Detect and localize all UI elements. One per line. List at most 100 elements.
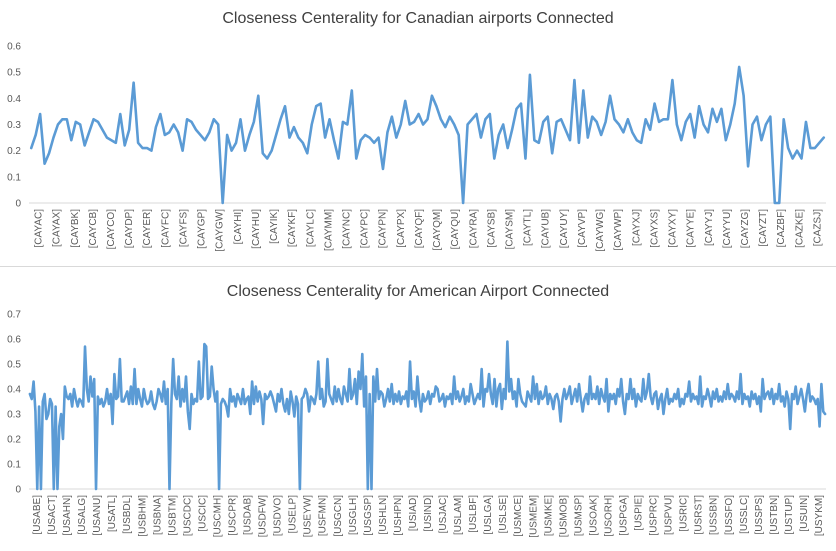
x-tick-label: [USELP] [288,495,299,534]
x-tick-label: [CAYWG] [595,209,606,252]
x-tick-label: [USDFW] [258,495,269,537]
x-tick-label: [USMCE] [513,495,524,537]
x-tick-label: [CAYPC] [360,209,371,248]
x-tick-label: [USSPS] [754,495,765,535]
y-tick-label: 0.4 [7,94,21,105]
x-tick-label: [USTUP] [784,495,795,535]
x-tick-label: [USIAD] [408,495,419,531]
x-tick-label: [USMEM] [528,495,539,538]
x-tick-label: [USDVO] [273,495,284,536]
x-tick-label: [USPRC] [649,495,660,536]
x-tick-label: [CAYBK] [70,209,81,248]
x-tick-label: [CAYIK] [269,209,280,244]
x-tick-label: [CAYXY] [668,209,679,248]
x-tick-label: [USMOB] [558,495,569,537]
y-tick-label: 0.7 [7,310,21,321]
chart-title: Closeness Centerality for Canadian airpo… [222,10,614,27]
x-tick-label: [USPVU] [664,495,675,535]
american-closeness-chart: Closeness Centerality for American Airpo… [0,268,836,551]
x-tick-label: [CAYYJ] [704,209,715,246]
y-tick-label: 0 [15,199,21,210]
x-tick-label: [USUIN] [799,495,810,532]
y-tick-label: 0.6 [7,42,21,53]
x-tick-label: [CAYSM] [505,209,516,250]
x-tick-label: [CAYGP] [197,209,208,249]
y-tick-label: 0 [15,485,21,496]
series-line [28,340,827,491]
x-tick-label: [USAHN] [62,495,73,536]
y-tick-label: 0.1 [7,460,21,471]
x-tick-label: [CAYWP] [613,209,624,251]
x-tick-label: [USSLC] [739,495,750,534]
x-tick-label: [CAYSB] [486,209,497,248]
y-tick-label: 0.2 [7,435,21,446]
x-tick-label: [USATL] [107,495,118,532]
x-tick-label: [USYKM] [814,495,825,536]
x-tick-label: [USLGA] [483,495,494,535]
x-tick-label: [USRST] [694,495,705,535]
x-tick-label: [USEYW] [303,495,314,537]
x-tick-label: [CAYZG] [740,209,751,248]
series-line [29,65,826,205]
x-tick-label: [CAYQM] [432,209,443,251]
x-tick-label: [CAZSJ] [812,209,823,246]
x-tick-label: [USABE] [32,495,43,535]
x-tick-label: [USGSP] [363,495,374,536]
x-tick-label: [USLAM] [453,495,464,535]
canadian-line-plot: 0 0.1 0.2 0.3 0.4 0.5 0.6 [CAYAC] [CAYAX] [CAYBK]… [7,42,826,252]
x-tick-label: [USACT] [47,495,58,535]
chart-title: Closeness Centerality for American Airpo… [226,283,610,300]
american-line-plot: 0 0.1 0.2 0.3 0.4 0.5 0.6 0.7 [USABE] [USACT] [USA… [7,310,827,538]
x-tick-label: [CAYFC] [160,209,171,248]
x-tick-label: [CAYZT] [758,209,769,247]
x-tick-label: [USORH] [604,495,615,537]
x-tick-label: [USGLH] [348,495,359,535]
x-tick-label: [CAYFS] [179,209,190,247]
x-tick-label: [CAZKE] [794,209,805,248]
x-tick-label: [CAYAX] [52,209,63,247]
x-tick-label: [CAYPN] [378,209,389,248]
x-tick-label: [CAYHU] [251,209,262,249]
x-tick-label: [CAYUY] [559,209,570,248]
x-tick-label: [USGCN] [333,495,344,537]
x-tick-label: [USRIC] [679,495,690,532]
x-tick-label: [USMSP] [573,495,584,536]
x-tick-label: [CAYQU] [450,209,461,250]
x-tick-label: [CAYKF] [287,209,298,247]
x-tick-label: [USBNA] [152,495,163,535]
x-tick-label: [USOAK] [588,495,599,536]
x-tick-label: [USCDC] [182,495,193,536]
y-tick-label: 0.3 [7,410,21,421]
x-tick-label: [USLBF] [468,495,479,533]
canadian-closeness-chart: Closeness Centerality for Canadian airpo… [0,0,836,266]
x-tick-label: [CAYTL] [523,209,534,246]
x-tick-label: [CAYCO] [106,209,117,250]
x-tick-label: [USCMH] [213,495,224,537]
x-tick-label: [CAYPX] [396,209,407,248]
x-tick-label: [USLSE] [498,495,509,534]
x-tick-label: [USSBN] [709,495,720,535]
x-tick-label: [CAYVP] [577,209,588,248]
y-tick-label: 0.2 [7,146,21,157]
x-tick-label: [CAYQF] [414,209,425,248]
x-tick-label: [CAYAC] [34,209,45,248]
x-tick-label: [USSFO] [724,495,735,535]
x-tick-label: [USCIC] [197,495,208,532]
x-tick-label: [CAYXJ] [631,209,642,246]
x-tick-label: [USBHM] [137,495,148,537]
x-tick-label: [USDAB] [243,495,254,535]
x-tick-label: [CAYHI] [233,209,244,245]
chart-divider [0,266,836,267]
x-tick-label: [USALG] [77,495,88,535]
x-tick-label: [CAYNC] [342,209,353,249]
x-tick-label: [USJAC] [438,495,449,534]
y-tick-label: 0.3 [7,120,21,131]
x-tick-label: [CAYCB] [88,209,99,248]
x-tick-label: [CAYGW] [215,209,226,252]
x-tick-label: [USPIE] [634,495,645,531]
y-tick-label: 0.4 [7,385,21,396]
x-tick-label: [CAYYE] [686,209,697,248]
x-tick-label: [USBDL] [122,495,133,534]
x-tick-label: [USANU] [92,495,103,536]
x-tick-label: [CAYLC] [305,209,316,247]
